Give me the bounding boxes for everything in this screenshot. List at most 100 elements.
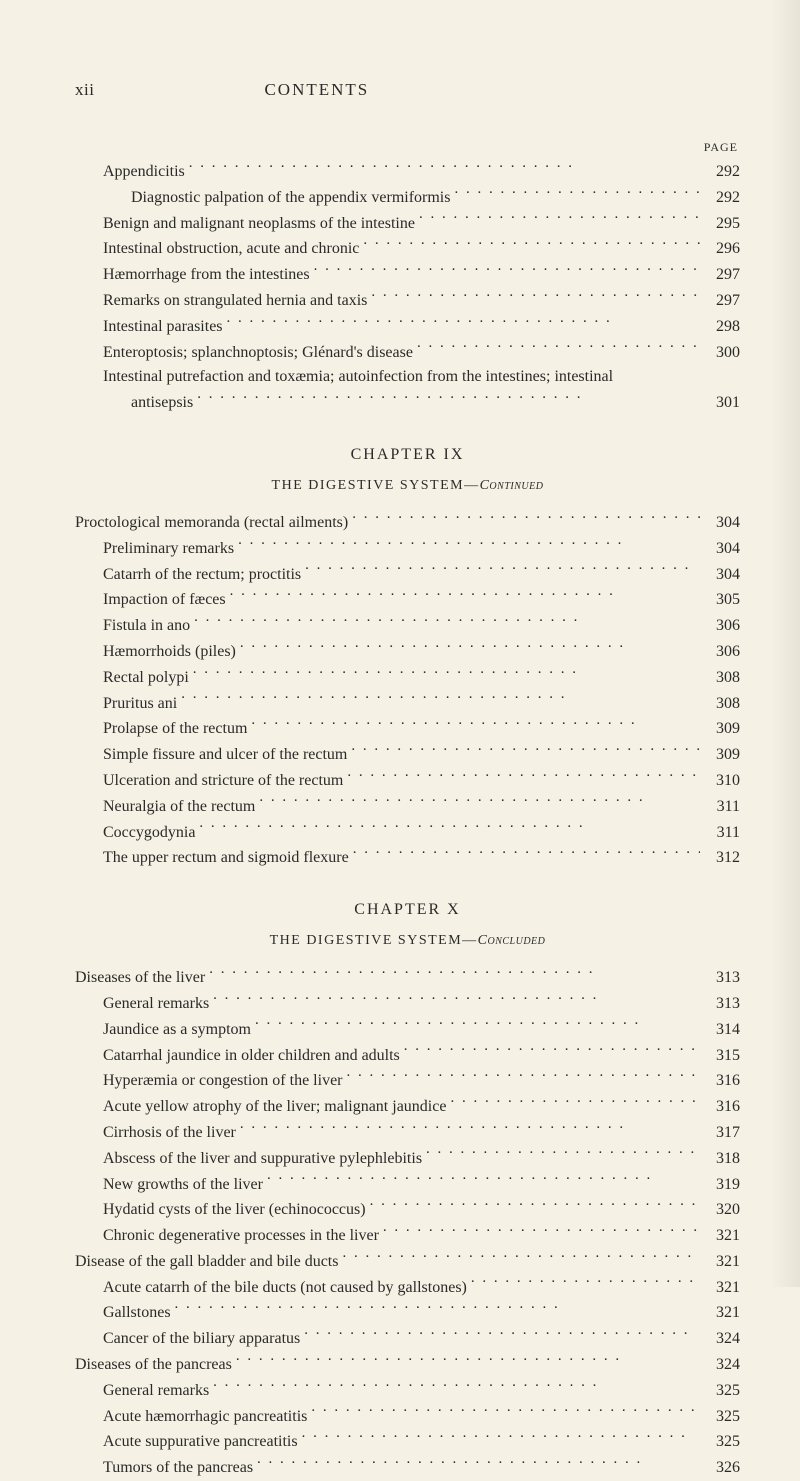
toc-entry-page: 310	[704, 769, 740, 794]
toc-section-continued: Appendicitis 292 Diagnostic palpation of t…	[75, 159, 740, 416]
toc-entry-page: 321	[704, 1276, 740, 1301]
dot-leader	[197, 390, 700, 407]
toc-entry-page: 313	[704, 966, 740, 991]
dot-leader	[251, 716, 700, 733]
dot-leader	[352, 510, 700, 527]
toc-entry: Cirrhosis of the liver 317	[75, 1120, 740, 1146]
toc-entry-title: antisepsis	[75, 391, 193, 416]
toc-entry: Prolapse of the rectum309	[75, 716, 740, 742]
page-header: xii CONTENTS	[75, 80, 740, 100]
dot-leader	[209, 965, 700, 982]
toc-entry: Acute suppurative pancreatitis325	[75, 1429, 740, 1455]
dot-leader	[240, 639, 700, 656]
toc-entry: Hæmorrhoids (piles)306	[75, 639, 740, 665]
toc-entry: Cancer of the biliary apparatus324	[75, 1326, 740, 1352]
toc-entry: Intestinal putrefaction and toxæmia; aut…	[75, 365, 740, 390]
toc-entry: Hyperæmia or congestion of the liver316	[75, 1068, 740, 1094]
toc-entry-title: Abscess of the liver and suppurative pyl…	[75, 1147, 422, 1172]
dot-leader	[311, 1404, 700, 1421]
toc-entry: Preliminary remarks304	[75, 536, 740, 562]
toc-entry: Disease of the gall bladder and bile duc…	[75, 1249, 740, 1275]
chapter-subtitle-caps: THE DIGESTIVE SYSTEM—	[272, 478, 480, 493]
toc-entry-page: 309	[704, 743, 740, 768]
toc-entry: Appendicitis 292	[75, 159, 740, 185]
toc-entry-title: General remarks	[75, 1379, 209, 1404]
toc-entry-page: 317	[704, 1121, 740, 1146]
chapter-subtitle-ital: Concluded	[478, 933, 546, 948]
dot-leader	[199, 820, 700, 837]
toc-entry-title: Diseases of the pancreas	[75, 1353, 232, 1378]
toc-entry: Ulceration and stricture of the rectum 31…	[75, 768, 740, 794]
dot-leader	[314, 262, 700, 279]
chapter-subtitle-ital: Continued	[480, 478, 544, 493]
dot-leader	[363, 236, 700, 253]
toc-entry-title: The upper rectum and sigmoid flexure	[75, 846, 349, 871]
toc-entry-title: General remarks	[75, 992, 209, 1017]
toc-entry: Diseases of the liver 313	[75, 965, 740, 991]
dot-leader	[417, 340, 700, 357]
toc-entry-page: 306	[704, 640, 740, 665]
dot-leader	[238, 536, 700, 553]
toc-entry: Catarrh of the rectum; proctitis304	[75, 562, 740, 588]
toc-entry-title: Intestinal parasites	[75, 315, 223, 340]
dot-leader	[175, 1300, 700, 1317]
toc-entry-title: Catarrh of the rectum; proctitis	[75, 563, 301, 588]
toc-entry-page: 304	[704, 511, 740, 536]
toc-entry: General remarks325	[75, 1378, 740, 1404]
toc-entry: Simple fissure and ulcer of the rectum30…	[75, 742, 740, 768]
dot-leader	[257, 1455, 700, 1472]
toc-entry: Gallstones321	[75, 1300, 740, 1326]
toc-entry: Acute catarrh of the bile ducts (not cau…	[75, 1275, 740, 1301]
toc-entry-title: Appendicitis	[75, 160, 185, 185]
toc-entry: Pruritus ani308	[75, 691, 740, 717]
dot-leader	[267, 1172, 700, 1189]
dot-leader	[471, 1275, 700, 1292]
dot-leader	[304, 1326, 700, 1343]
toc-entry: Remarks on strangulated hernia and taxis…	[75, 288, 740, 314]
toc-entry-page: 292	[704, 160, 740, 185]
dot-leader	[227, 314, 700, 331]
toc-entry-page: 315	[704, 1044, 740, 1069]
toc-entry-title: Acute hæmorrhagic pancreatitis	[75, 1405, 307, 1430]
dot-leader	[351, 742, 700, 759]
chapter-subtitle: THE DIGESTIVE SYSTEM—Concluded	[75, 933, 740, 949]
dot-leader	[347, 1068, 701, 1085]
dot-leader	[454, 185, 700, 202]
toc-entry-title: Diagnostic palpation of the appendix ver…	[75, 186, 450, 211]
toc-entry-title: Intestinal obstruction, acute and chroni…	[75, 237, 359, 262]
toc-entry-page: 298	[704, 315, 740, 340]
toc-entry-page: 320	[704, 1198, 740, 1223]
toc-entry-title: Ulceration and stricture of the rectum	[75, 769, 343, 794]
dot-leader	[353, 845, 700, 862]
toc-entry-page: 319	[704, 1173, 740, 1198]
toc-entry: Rectal polypi308	[75, 665, 740, 691]
toc-entry-page: 308	[704, 666, 740, 691]
dot-leader	[370, 1197, 700, 1214]
toc-entry-title: Cirrhosis of the liver	[75, 1121, 236, 1146]
chapter-heading: CHAPTER X	[75, 901, 740, 919]
dot-leader	[404, 1043, 700, 1060]
toc-entry-title: Tumors of the pancreas	[75, 1456, 253, 1481]
toc-entry-title: Intestinal putrefaction and toxæmia; aut…	[75, 365, 613, 390]
toc-entry-page: 321	[704, 1250, 740, 1275]
toc-entry-page: 304	[704, 537, 740, 562]
toc-entry-page: 297	[704, 289, 740, 314]
toc-entry-title: Pruritus ani	[75, 692, 177, 717]
toc-entry-page: 306	[704, 614, 740, 639]
toc-entry: Catarrhal jaundice in older children and…	[75, 1043, 740, 1069]
toc-entry-title: Chronic degenerative processes in the li…	[75, 1224, 379, 1249]
dot-leader	[302, 1429, 700, 1446]
toc-entry: Jaundice as a symptom314	[75, 1017, 740, 1043]
dot-leader	[419, 211, 700, 228]
toc-entry-page: 297	[704, 263, 740, 288]
toc-entry-title: Hydatid cysts of the liver (echinococcus…	[75, 1198, 366, 1223]
toc-entry-page: 312	[704, 846, 740, 871]
toc-entry-page: 325	[704, 1430, 740, 1455]
toc-entry-title: Diseases of the liver	[75, 966, 205, 991]
toc-entry: Fistula in ano306	[75, 613, 740, 639]
toc-entry-title: Disease of the gall bladder and bile duc…	[75, 1250, 338, 1275]
dot-leader	[213, 991, 700, 1008]
toc-entry: Diseases of the pancreas324	[75, 1352, 740, 1378]
toc-entry-title: Acute catarrh of the bile ducts (not cau…	[75, 1276, 467, 1301]
toc-entry-title: Catarrhal jaundice in older children and…	[75, 1044, 400, 1069]
